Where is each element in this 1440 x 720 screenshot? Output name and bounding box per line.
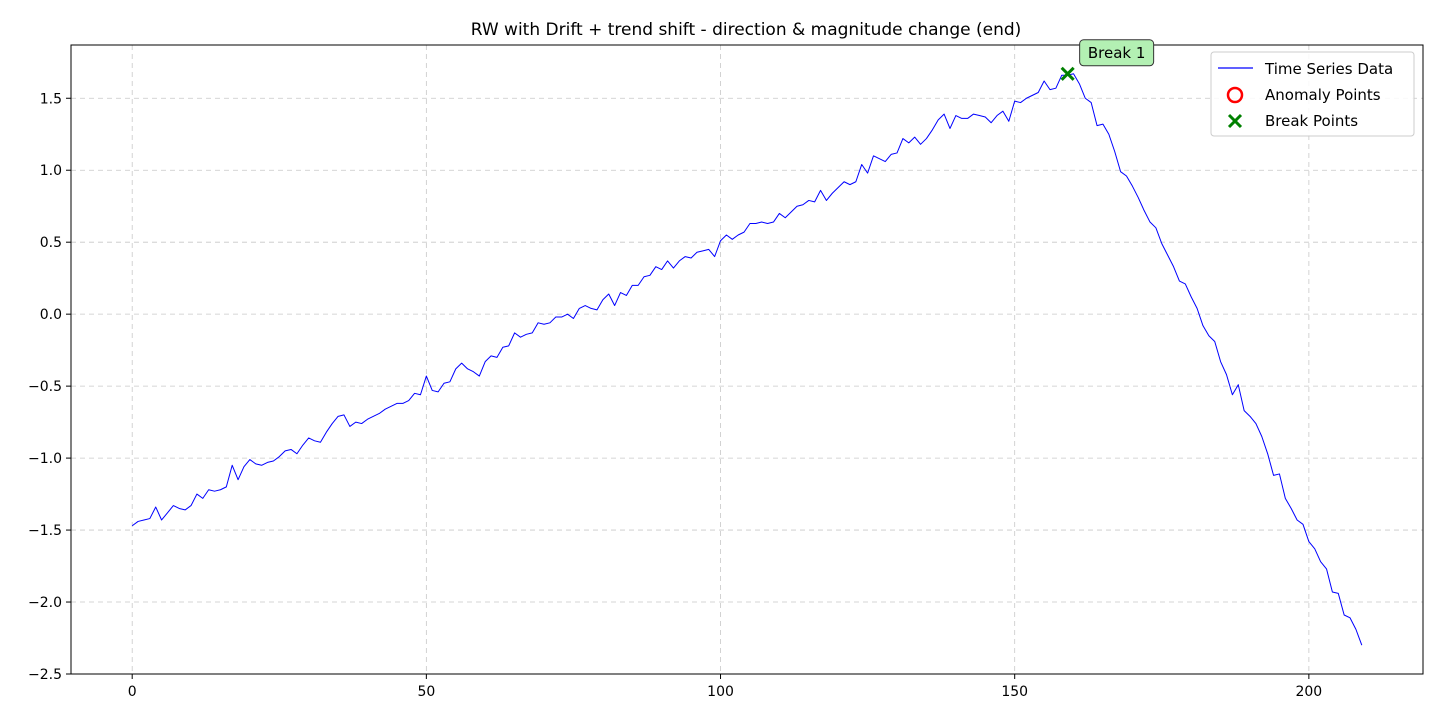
legend-entry-time-series: Time Series Data — [1264, 60, 1393, 78]
annotations: Break 1 — [1079, 39, 1155, 67]
legend-anomaly-swatch — [1226, 86, 1244, 104]
legend-break-swatch — [1227, 113, 1243, 129]
legend-entry-anomaly: Anomaly Points — [1265, 86, 1381, 104]
legend-break-x — [1227, 113, 1243, 129]
annotation-break: Break 1 — [1079, 39, 1155, 67]
x-tick-label: 100 — [707, 684, 734, 700]
y-tick-label: 1.5 — [40, 91, 62, 107]
x-axis: 0 50 100 150 200 — [128, 674, 1322, 700]
y-tick-label: 0.5 — [40, 235, 62, 251]
x-tick-label: 150 — [1001, 684, 1028, 700]
y-tick-label: −1.0 — [28, 451, 62, 467]
y-tick-label: −2.5 — [28, 667, 62, 683]
y-tick-label: 1.0 — [40, 163, 62, 179]
y-tick-label: −2.0 — [28, 595, 62, 611]
series-line-group — [131, 73, 1363, 646]
chart-title: RW with Drift + trend shift - direction … — [471, 20, 1022, 40]
y-tick-label: −0.5 — [28, 379, 62, 395]
legend-entry-break: Break Points — [1265, 112, 1358, 130]
plot-frame — [70, 44, 1424, 675]
annotation-label: Break 1 — [1088, 44, 1146, 62]
y-axis: −2.5 −2.0 −1.5 −1.0 −0.5 0.0 0.5 1.0 1.5 — [28, 91, 71, 683]
break-point — [1060, 66, 1075, 81]
legend-break-x-stroke — [1227, 113, 1243, 129]
y-tick-label: 0.0 — [40, 307, 62, 323]
break-point-stroke — [1060, 66, 1075, 81]
annotation-box — [1079, 39, 1155, 67]
x-tick-label: 50 — [417, 684, 435, 700]
legend-box — [1210, 51, 1415, 137]
x-tick-label: 0 — [128, 684, 137, 700]
markers-group — [1060, 66, 1075, 81]
series-line-time-series — [131, 73, 1363, 646]
x-tick-label: 200 — [1295, 684, 1322, 700]
y-tick-label: −1.5 — [28, 523, 62, 539]
legend: Time Series Data Anomaly Points Break Po… — [1210, 51, 1415, 137]
